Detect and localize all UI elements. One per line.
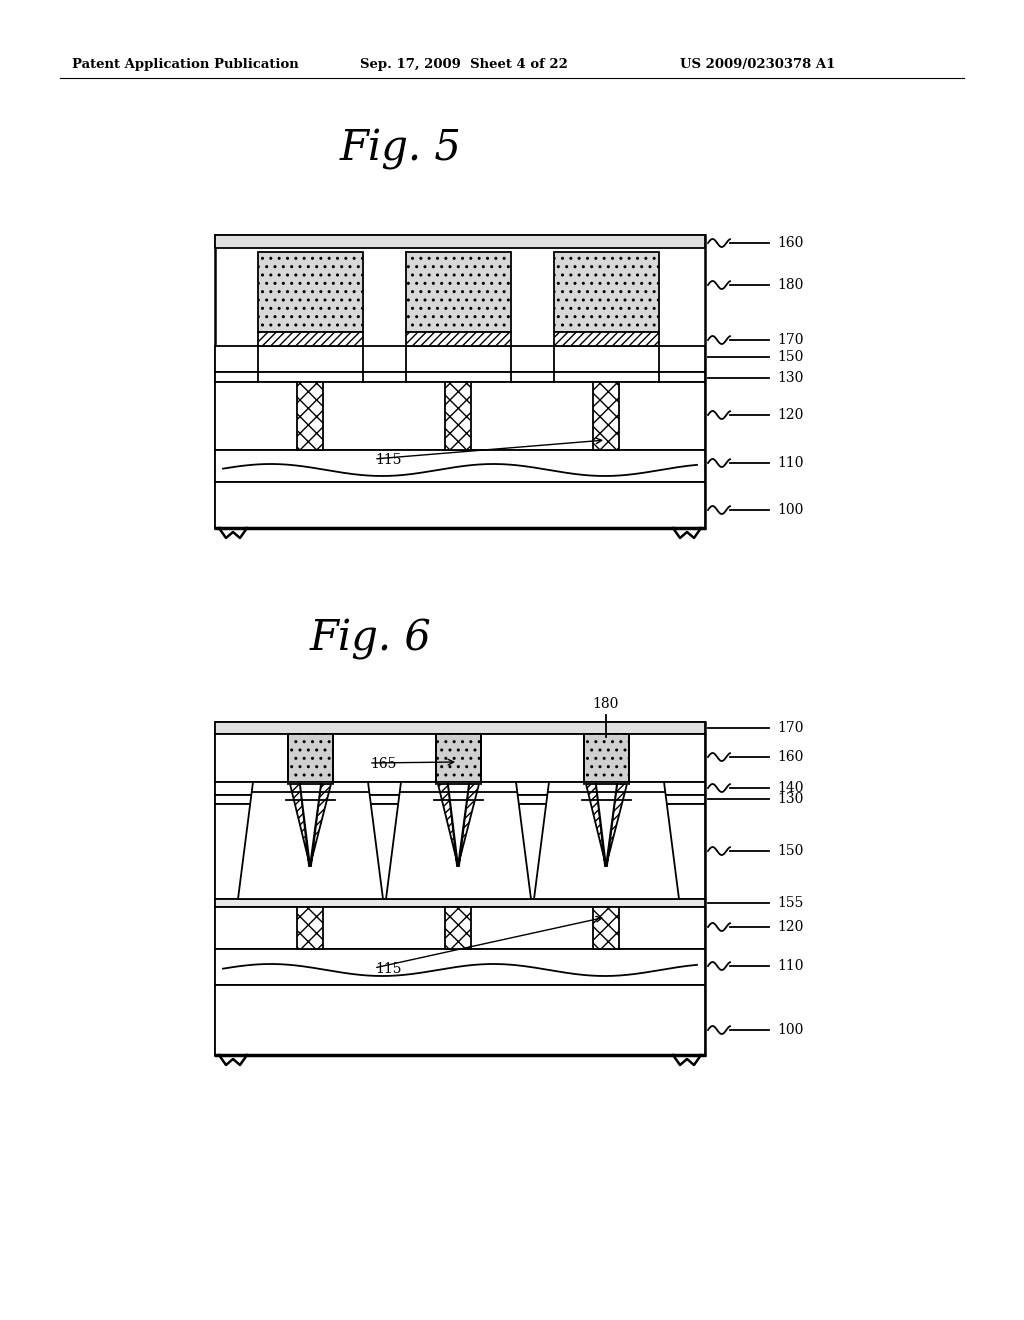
Polygon shape <box>300 784 321 866</box>
Polygon shape <box>386 781 531 899</box>
Polygon shape <box>290 784 310 866</box>
Text: 160: 160 <box>777 236 804 249</box>
Bar <box>406 333 511 346</box>
Text: 155: 155 <box>777 896 804 909</box>
Bar <box>584 734 629 781</box>
Polygon shape <box>458 784 479 866</box>
Polygon shape <box>449 784 469 866</box>
Bar <box>554 252 659 333</box>
Bar <box>593 381 618 450</box>
Bar <box>258 333 362 346</box>
Polygon shape <box>596 784 617 866</box>
Bar <box>215 985 705 1055</box>
Text: 180: 180 <box>593 697 620 711</box>
Text: 100: 100 <box>777 503 804 517</box>
Text: US 2009/0230378 A1: US 2009/0230378 A1 <box>680 58 836 71</box>
Text: 140: 140 <box>777 781 804 795</box>
Bar <box>215 482 705 528</box>
Bar <box>297 907 323 949</box>
Bar <box>215 781 705 795</box>
Polygon shape <box>534 781 679 899</box>
Text: Patent Application Publication: Patent Application Publication <box>72 58 299 71</box>
Bar <box>445 907 471 949</box>
Bar <box>258 252 362 333</box>
Bar <box>215 899 705 907</box>
Text: 150: 150 <box>777 350 804 364</box>
Bar <box>406 252 511 333</box>
Polygon shape <box>606 784 627 866</box>
Text: 170: 170 <box>777 333 804 347</box>
Text: 165: 165 <box>370 756 396 771</box>
Text: 150: 150 <box>777 843 804 858</box>
Text: Fig. 6: Fig. 6 <box>310 618 432 660</box>
Text: 100: 100 <box>777 1023 804 1038</box>
Bar <box>215 722 705 1055</box>
Bar <box>297 381 323 450</box>
Bar <box>215 235 705 248</box>
Text: 120: 120 <box>777 920 804 935</box>
Text: 115: 115 <box>375 962 401 975</box>
Text: 170: 170 <box>777 721 804 735</box>
Bar <box>215 235 705 528</box>
Text: Fig. 5: Fig. 5 <box>340 128 462 170</box>
Text: Sep. 17, 2009  Sheet 4 of 22: Sep. 17, 2009 Sheet 4 of 22 <box>360 58 568 71</box>
Text: 130: 130 <box>777 792 804 807</box>
Text: 160: 160 <box>777 750 804 764</box>
Bar <box>215 804 705 899</box>
Bar <box>445 381 471 450</box>
Text: 180: 180 <box>777 279 804 292</box>
Text: 110: 110 <box>777 960 804 973</box>
Text: 110: 110 <box>777 455 804 470</box>
Bar <box>215 372 705 381</box>
Bar <box>288 734 333 781</box>
Polygon shape <box>310 784 331 866</box>
Bar <box>215 734 705 781</box>
Polygon shape <box>238 781 383 899</box>
Bar <box>215 907 705 949</box>
Bar <box>215 722 705 734</box>
Text: 130: 130 <box>777 371 804 385</box>
Bar <box>436 734 481 781</box>
Polygon shape <box>586 784 606 866</box>
Text: 115: 115 <box>375 453 401 467</box>
Polygon shape <box>438 784 458 866</box>
Bar <box>215 381 705 450</box>
Bar <box>215 949 705 985</box>
Bar <box>215 346 705 372</box>
Bar <box>554 333 659 346</box>
Bar <box>215 795 705 804</box>
Text: 120: 120 <box>777 408 804 422</box>
Bar <box>215 450 705 482</box>
Bar <box>593 907 618 949</box>
